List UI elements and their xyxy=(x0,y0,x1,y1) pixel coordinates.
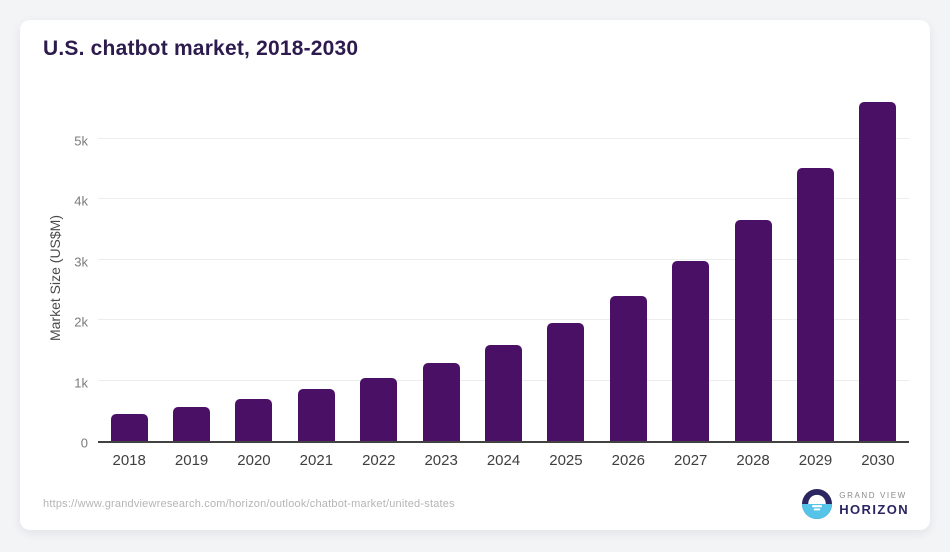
x-axis-label-2018: 2018 xyxy=(112,452,146,469)
gridline-2k xyxy=(98,319,909,321)
bar-2018 xyxy=(110,413,148,441)
x-axis-label-2022: 2022 xyxy=(362,452,396,469)
source-url: https://www.grandviewresearch.com/horizo… xyxy=(43,498,455,510)
footer: https://www.grandviewresearch.com/horizo… xyxy=(43,484,909,524)
x-axis-label-2028: 2028 xyxy=(736,452,770,469)
bar-column-2030 xyxy=(847,93,909,441)
y-tick-label-2k: 2k xyxy=(74,314,88,330)
bar-column-2025 xyxy=(535,93,597,441)
gridline-3k xyxy=(98,258,909,260)
bar-column-2018 xyxy=(98,93,160,441)
x-axis-label-2025: 2025 xyxy=(549,452,583,469)
y-tick-label-4k: 4k xyxy=(74,193,88,209)
bar-2023 xyxy=(422,363,460,441)
bar-2026 xyxy=(609,295,647,441)
bar-2030 xyxy=(859,101,897,441)
x-axis-label-2024: 2024 xyxy=(486,452,521,469)
x-axis-label-2027: 2027 xyxy=(674,452,708,469)
logo-text: GRAND VIEW HORIZON xyxy=(839,491,909,517)
y-tick-label-0: 0 xyxy=(80,435,88,451)
bar-column-2022 xyxy=(348,93,410,441)
x-axis-label-2026: 2026 xyxy=(611,452,645,469)
x-axis-label-2023: 2023 xyxy=(424,452,458,469)
x-axis-label-2030: 2030 xyxy=(861,452,895,469)
bar-column-2026 xyxy=(597,93,659,441)
bar-column-2023 xyxy=(410,93,472,441)
gridline-4k xyxy=(98,198,909,200)
bar-2028 xyxy=(734,219,772,441)
plot-area xyxy=(98,93,909,443)
y-tick-label-5k: 5k xyxy=(74,133,88,149)
x-axis-label-2020: 2020 xyxy=(237,452,271,469)
bar-2024 xyxy=(485,344,523,441)
x-axis-label-2021: 2021 xyxy=(299,452,334,469)
chart-title: U.S. chatbot market, 2018-2030 xyxy=(43,37,359,60)
bar-2019 xyxy=(173,407,211,441)
x-axis-label-2029: 2029 xyxy=(798,452,833,469)
brand-logo: GRAND VIEW HORIZON xyxy=(802,489,909,519)
bar-column-2028 xyxy=(722,93,784,441)
bar-column-2021 xyxy=(285,93,347,441)
logo-horizon-text: HORIZON xyxy=(839,502,909,517)
bar-2029 xyxy=(796,167,834,441)
horizon-logo-icon xyxy=(802,489,833,519)
bar-column-2029 xyxy=(784,93,846,441)
y-axis-tick-labels: 0 1k 2k 3k 4k 5k xyxy=(48,93,88,449)
bar-2027 xyxy=(672,261,710,441)
bar-2020 xyxy=(235,399,273,441)
bar-2021 xyxy=(297,389,335,441)
bar-column-2020 xyxy=(223,93,285,441)
x-axis-label-2019: 2019 xyxy=(174,452,209,469)
gridline-5k xyxy=(98,137,909,139)
y-tick-label-1k: 1k xyxy=(74,375,88,391)
bar-column-2027 xyxy=(660,93,722,441)
bar-2025 xyxy=(547,323,585,441)
bar-column-2019 xyxy=(160,93,222,441)
x-axis-labels: 2018 2019 2020 2021 2022 2023 2024 2025 2026 2027… xyxy=(98,452,909,469)
bar-column-2024 xyxy=(472,93,534,441)
y-tick-label-3k: 3k xyxy=(74,254,88,270)
bar-series xyxy=(98,93,909,441)
chart-card: U.S. chatbot market, 2018-2030 Market Si… xyxy=(20,20,930,530)
bar-2022 xyxy=(360,377,398,441)
logo-grand-view-text: GRAND VIEW xyxy=(839,491,907,500)
